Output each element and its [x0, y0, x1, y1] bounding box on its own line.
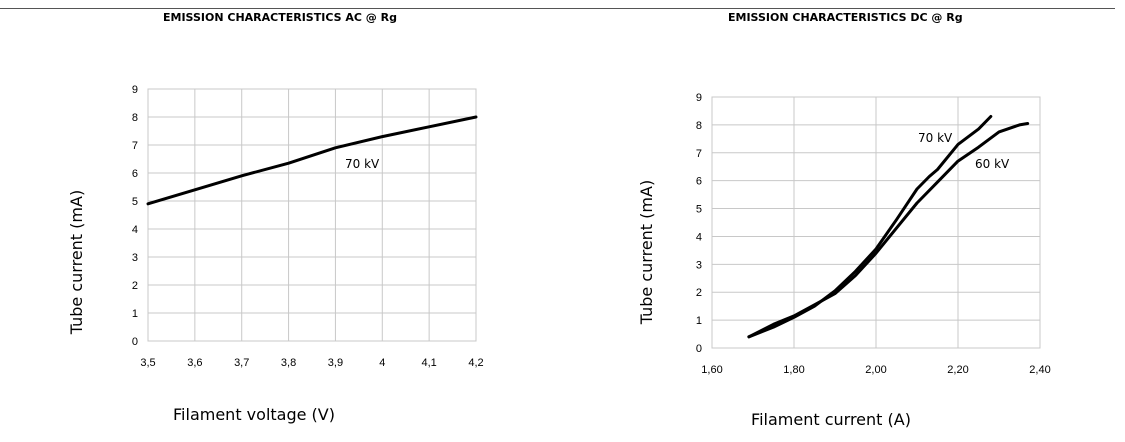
x-tick-label: 2,40 — [1029, 364, 1050, 376]
y-tick-label: 6 — [696, 176, 702, 188]
y-tick-label: 0 — [132, 336, 138, 348]
y-tick-label: 4 — [132, 224, 138, 236]
y-tick-label: 8 — [132, 112, 138, 124]
series-label: 70 kV — [918, 131, 953, 145]
x-tick-label: 3,9 — [328, 357, 343, 369]
series-label: 60 kV — [975, 157, 1010, 171]
series-label: 70 kV — [345, 157, 380, 171]
y-axis-title: Tube current (mA) — [67, 190, 86, 335]
y-tick-label: 3 — [696, 259, 702, 271]
y-tick-label: 9 — [132, 84, 138, 96]
y-tick-label: 5 — [696, 204, 702, 216]
y-tick-label: 1 — [696, 315, 702, 327]
series-line-0 — [146, 115, 478, 206]
y-tick-label: 2 — [132, 280, 138, 292]
x-axis-title: Filament current (A) — [751, 410, 911, 429]
y-tick-label: 7 — [132, 140, 138, 152]
y-tick-label: 0 — [696, 343, 702, 355]
y-tick-label: 3 — [132, 252, 138, 264]
series-line-1 — [747, 122, 1030, 339]
x-tick-label: 4,1 — [421, 357, 436, 369]
plot-area — [147, 88, 477, 342]
top-rule — [0, 8, 1115, 9]
y-tick-label: 6 — [132, 168, 138, 180]
x-tick-label: 4,2 — [468, 357, 483, 369]
y-tick-label: 9 — [696, 92, 702, 104]
x-tick-label: 1,60 — [701, 364, 722, 376]
x-tick-label: 3,7 — [234, 357, 249, 369]
x-axis-title: Filament voltage (V) — [173, 405, 335, 424]
chart-title-ac: EMISSION CHARACTERISTICS AC @ Rg — [163, 11, 397, 24]
y-tick-label: 8 — [696, 120, 702, 132]
x-tick-label: 1,80 — [783, 364, 804, 376]
x-tick-label: 2,00 — [865, 364, 886, 376]
x-tick-label: 3,5 — [140, 357, 155, 369]
x-tick-label: 4 — [379, 357, 385, 369]
y-tick-label: 2 — [696, 287, 702, 299]
x-tick-label: 3,8 — [281, 357, 296, 369]
x-tick-label: 3,6 — [187, 357, 202, 369]
y-tick-label: 1 — [132, 308, 138, 320]
x-tick-label: 2,20 — [947, 364, 968, 376]
y-tick-label: 4 — [696, 231, 702, 243]
y-tick-label: 5 — [132, 196, 138, 208]
chart-title-dc: EMISSION CHARACTERISTICS DC @ Rg — [728, 11, 963, 24]
series-line-0 — [747, 115, 993, 339]
y-tick-label: 7 — [696, 148, 702, 160]
y-axis-title: Tube current (mA) — [637, 180, 656, 325]
